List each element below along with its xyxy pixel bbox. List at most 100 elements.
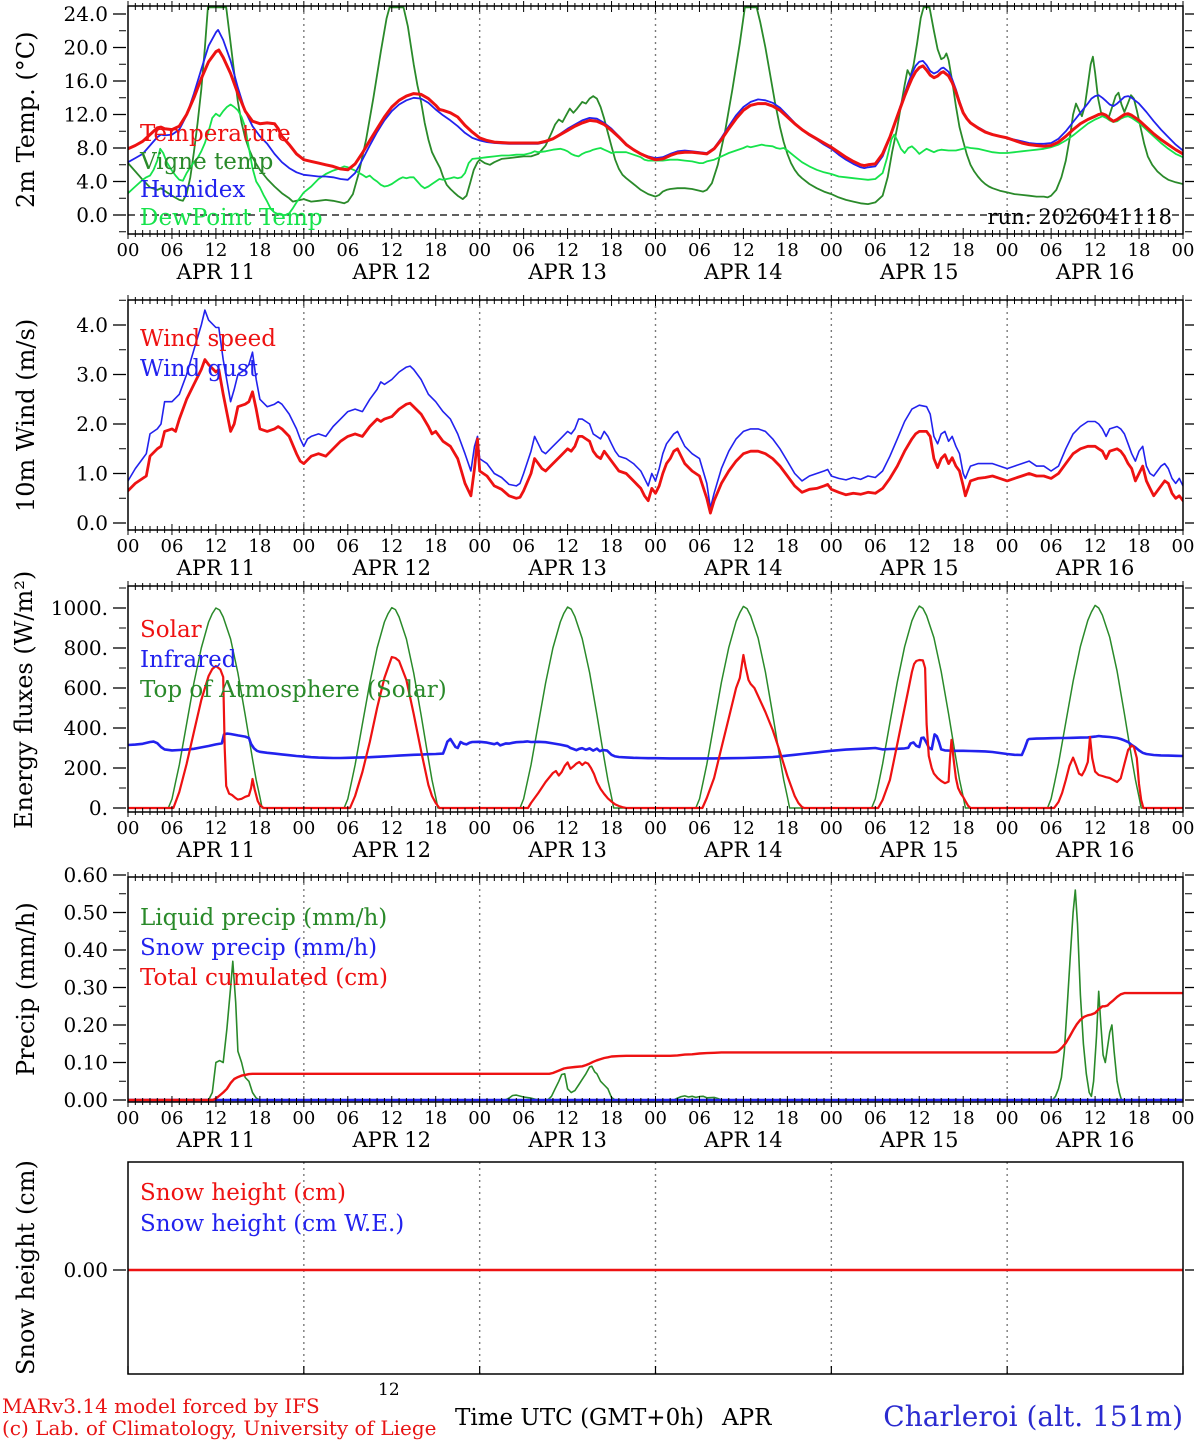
x-tick-label: 00 [820,240,843,261]
series-solar-line [128,653,1183,810]
panel-precip-y-ticks: 0.00 0.10 0.20 0.30 0.40 0.50 0.60 [63,863,1194,1112]
x-tick-label: 12 [556,536,579,557]
x-tick-label: 12 [1084,240,1107,261]
y-axis-title-wind: 10m Wind (m/s) [12,318,40,512]
panel-snow-height-x-ticks [127,1366,1184,1374]
month-label: APR [722,1405,772,1431]
x-tick-label: 00 [996,240,1019,261]
series-wind-gust-line [128,309,1183,509]
run-annotation: run: 2026041118 [988,205,1172,229]
x-tick-label: 06 [688,1108,711,1129]
day-label: APR 11 [176,838,256,862]
x-tick-label: 12 [908,536,931,557]
day-label: APR 13 [527,1128,607,1152]
x-tick-label: 00 [644,1108,667,1129]
y-tick-label: 16.0 [63,69,108,93]
y-tick-label: 0.30 [63,976,108,1000]
y-tick-label: 0.0 [76,203,108,227]
panel-temperature-y-ticks: 0.0 4.0 8.0 12.0 16.0 20.0 24.0 [63,2,1194,233]
x-tick-label: 12 [1084,536,1107,557]
panel-temperature: 00 06 12 18 00 06 12 18 00 06 12 18 00 06 12 18 00 06 12 18… [63,1,1194,284]
x-tick-label: 00 [292,818,315,839]
x-tick-label: 12 [1084,818,1107,839]
legend-infrared: Infrared [140,647,237,673]
x-tick-label: 06 [864,1108,887,1129]
day-label: APR 14 [703,1128,783,1152]
x-tick-label: 00 [117,536,140,557]
day-label: APR 16 [1055,260,1135,284]
x-tick-label: 06 [864,240,887,261]
x-tick-label: 12 [380,536,403,557]
x-tick-label: 06 [1040,536,1063,557]
x-tick-label: 00 [468,1108,491,1129]
x-tick-label: 00 [468,536,491,557]
x-tick-label: 06 [688,240,711,261]
x-tick-label: 06 [161,818,184,839]
panel-wind: 00 06 12 18 00 06 12 18 00 06 12 18 00 06 12 18 00 06 12 18… [76,295,1194,580]
y-tick-label: 12.0 [63,103,108,127]
legend-solar: Solar [140,617,202,643]
x-tick-label: 00 [996,536,1019,557]
y-tick-label: 1.0 [76,462,108,486]
x-tick-label: 18 [1128,240,1151,261]
panel-precip-x-ticks [127,872,1184,1107]
x-tick-label: 12 [204,240,227,261]
x-tick-label: 12 [204,818,227,839]
series-dewpoint-temp-line [128,103,1183,216]
panel-energy-fluxes-y-ticks: 0. 200. 400. 600. 800. 1000. [51,587,1194,820]
y-tick-label: 400. [63,716,108,740]
x-tick-label: 18 [952,818,975,839]
panel-snow-height-y-ticks: 0.00 [63,1258,1194,1282]
y-tick-label: 800. [63,636,108,660]
time-axis-label: Time UTC (GMT+0h) [455,1405,704,1431]
day-label: APR 15 [879,838,959,862]
legend-snow-height-cm-w-e: Snow height (cm W.E.) [140,1211,404,1237]
legend-vigne-temp: Vigne temp [139,149,273,175]
x-tick-label: 06 [336,240,359,261]
y-axis-title-precip: Precip (mm/h) [12,902,40,1077]
x-tick-label: 12 [908,818,931,839]
x-tick-label: 18 [1128,536,1151,557]
x-tick-label: 18 [424,536,447,557]
x-tick-label: 00 [996,1108,1019,1129]
x-tick-label: 18 [1128,1108,1151,1129]
series-total-cumulated-line [128,991,1183,1102]
model-credit-line2: (c) Lab. of Climatology, University of L… [2,1416,437,1440]
x-tick-label: 06 [688,536,711,557]
series-humidex-line [128,29,1183,181]
x-tick-label: 00 [996,818,1019,839]
x-tick-label: 12 [380,818,403,839]
x-tick-label: 18 [952,536,975,557]
x-tick-label: 18 [248,240,271,261]
y-tick-label: 2.0 [76,412,108,436]
x-tick-label: 12 [908,1108,931,1129]
y-tick-label: 0.40 [63,938,108,962]
day-label: APR 14 [703,838,783,862]
day-label: APR 14 [703,556,783,580]
x-tick-label: 18 [424,818,447,839]
x-tick-label: 18 [600,240,623,261]
x-tick-label: 00 [644,818,667,839]
panel-energy-fluxes: 00 06 12 18 00 06 12 18 00 06 12 18 00 06 12 18 00 06 12 18… [51,581,1194,862]
station-label: Charleroi (alt. 151m) [883,1400,1183,1433]
y-tick-label: 3.0 [76,363,108,387]
legend-snow-height-cm: Snow height (cm) [140,1180,346,1206]
day-label: APR 13 [527,556,607,580]
panel-snow-height: 0.00 Snow height (cm) Snow height (cm W.E.… [63,1161,1194,1375]
x-tick-label: 18 [424,240,447,261]
x-tick-label: 00 [644,536,667,557]
day-label: APR 14 [703,260,783,284]
panel-wind-y-ticks: 0.0 1.0 2.0 3.0 4.0 [76,299,1194,535]
y-tick-label: 4.0 [76,313,108,337]
series-wind-speed-line [128,358,1183,515]
x-tick-label: 18 [1128,818,1151,839]
day-label: APR 15 [879,556,959,580]
x-tick-label: 00 [1172,240,1194,261]
x-tick-label: 18 [248,536,271,557]
day-label: APR 12 [351,1128,431,1152]
y-tick-label: 0. [89,796,108,820]
y-tick-label: 200. [63,756,108,780]
x-tick-label: 18 [248,818,271,839]
